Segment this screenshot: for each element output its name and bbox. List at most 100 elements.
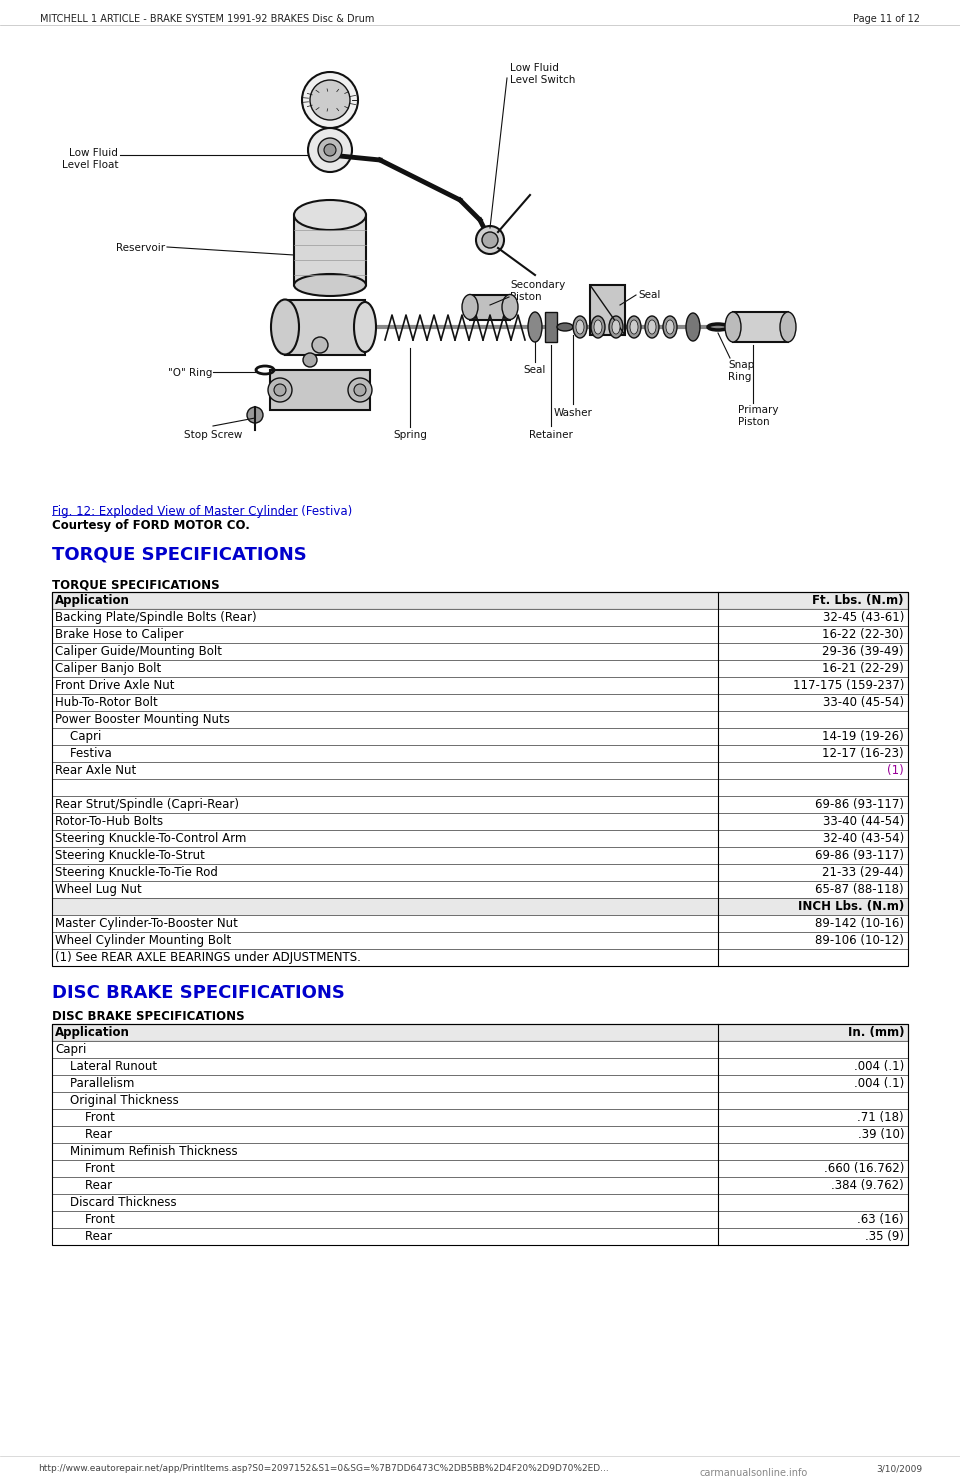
Circle shape [268,378,292,402]
Text: Piston: Piston [510,292,541,303]
Ellipse shape [648,321,656,334]
Ellipse shape [666,321,674,334]
Text: Front: Front [55,1162,115,1175]
Text: Parallelism: Parallelism [55,1077,134,1091]
Bar [294,215,366,285]
Bar [733,312,788,341]
Circle shape [476,226,504,254]
Bar [270,370,370,410]
Text: Power Booster Mounting Nuts: Power Booster Mounting Nuts [55,712,229,726]
Ellipse shape [354,303,376,352]
Circle shape [324,144,336,156]
Text: Brake Hose to Caliper: Brake Hose to Caliper [55,628,183,641]
Bar [52,761,908,779]
Text: 32-45 (43-61): 32-45 (43-61) [823,611,904,623]
Bar [545,312,557,341]
Text: Fig. 12: Exploded View of Master Cylinder (Festiva): Fig. 12: Exploded View of Master Cylinde… [52,505,352,518]
Bar [52,1024,908,1040]
Text: Steering Knuckle-To-Strut: Steering Knuckle-To-Strut [55,849,204,862]
Text: Steering Knuckle-To-Control Arm: Steering Knuckle-To-Control Arm [55,833,247,844]
Bar [52,932,908,948]
Circle shape [482,232,498,248]
Ellipse shape [594,321,602,334]
Ellipse shape [573,316,587,338]
Ellipse shape [271,300,299,355]
Text: Washer: Washer [554,408,592,418]
Text: Front: Front [55,1112,115,1123]
Text: Stop Screw: Stop Screw [183,430,242,439]
Text: 69-86 (93-117): 69-86 (93-117) [815,798,904,810]
Text: 89-106 (10-12): 89-106 (10-12) [815,933,904,947]
Text: Level Switch: Level Switch [510,76,575,85]
Text: 69-86 (93-117): 69-86 (93-117) [815,849,904,862]
Text: 16-21 (22-29): 16-21 (22-29) [823,662,904,675]
Text: Steering Knuckle-To-Tie Rod: Steering Knuckle-To-Tie Rod [55,867,218,879]
Bar [52,916,908,932]
Text: 32-40 (43-54): 32-40 (43-54) [823,833,904,844]
Ellipse shape [780,312,796,341]
Text: 29-36 (39-49): 29-36 (39-49) [823,646,904,657]
Text: "O" Ring: "O" Ring [168,368,212,378]
Bar [52,592,908,608]
Text: INCH Lbs. (N.m): INCH Lbs. (N.m) [798,899,904,913]
Text: Seal: Seal [524,365,546,375]
Bar [52,1160,908,1177]
Bar [52,592,908,966]
Ellipse shape [627,316,641,338]
Ellipse shape [462,294,478,319]
Bar [52,608,908,626]
Circle shape [312,337,328,353]
Text: Master Cylinder-To-Booster Nut: Master Cylinder-To-Booster Nut [55,917,238,930]
Text: 117-175 (159-237): 117-175 (159-237) [793,680,904,692]
Text: Rear: Rear [55,1128,112,1141]
Text: .35 (9): .35 (9) [865,1230,904,1244]
Text: Low Fluid: Low Fluid [69,148,118,157]
Ellipse shape [725,312,741,341]
Text: Wheel Cylinder Mounting Bolt: Wheel Cylinder Mounting Bolt [55,933,231,947]
Text: 89-142 (10-16): 89-142 (10-16) [815,917,904,930]
Bar [52,1024,908,1245]
Text: .004 (.1): .004 (.1) [853,1060,904,1073]
Text: DISC BRAKE SPECIFICATIONS: DISC BRAKE SPECIFICATIONS [52,1011,245,1022]
Text: Piston: Piston [738,417,770,427]
Text: Reservoir: Reservoir [116,243,165,252]
Bar [52,729,908,745]
Circle shape [354,384,366,396]
Text: Original Thickness: Original Thickness [55,1094,179,1107]
Bar [52,643,908,660]
Bar [52,1177,908,1195]
Circle shape [348,378,372,402]
Text: 16-22 (22-30): 16-22 (22-30) [823,628,904,641]
Ellipse shape [294,275,366,295]
Ellipse shape [630,321,638,334]
Text: In. (mm): In. (mm) [848,1025,904,1039]
Text: Rear: Rear [55,1230,112,1244]
Ellipse shape [645,316,659,338]
Text: TORQUE SPECIFICATIONS: TORQUE SPECIFICATIONS [52,577,220,591]
Text: 33-40 (44-54): 33-40 (44-54) [823,815,904,828]
Text: Snap: Snap [728,361,755,370]
Text: Discard Thickness: Discard Thickness [55,1196,177,1209]
Circle shape [302,73,358,128]
Text: Rear Axle Nut: Rear Axle Nut [55,764,136,778]
Text: Seal: Seal [638,289,660,300]
Bar [52,1109,908,1126]
Text: Capri: Capri [55,1043,86,1057]
Bar [52,711,908,729]
Text: 3/10/2009: 3/10/2009 [876,1465,922,1474]
Bar [52,795,908,813]
Ellipse shape [591,316,605,338]
Text: Low Fluid: Low Fluid [510,62,559,73]
Text: Wheel Lug Nut: Wheel Lug Nut [55,883,142,896]
Text: Caliper Banjo Bolt: Caliper Banjo Bolt [55,662,161,675]
Text: 14-19 (19-26): 14-19 (19-26) [823,730,904,743]
Text: Front: Front [55,1212,115,1226]
Text: Minimum Refinish Thickness: Minimum Refinish Thickness [55,1146,238,1158]
Circle shape [274,384,286,396]
Text: 12-17 (16-23): 12-17 (16-23) [823,746,904,760]
Text: Capri: Capri [55,730,102,743]
Text: Secondary: Secondary [510,280,565,289]
Text: Retainer: Retainer [529,430,573,439]
Text: .384 (9.762): .384 (9.762) [831,1178,904,1192]
Text: Application: Application [55,594,130,607]
